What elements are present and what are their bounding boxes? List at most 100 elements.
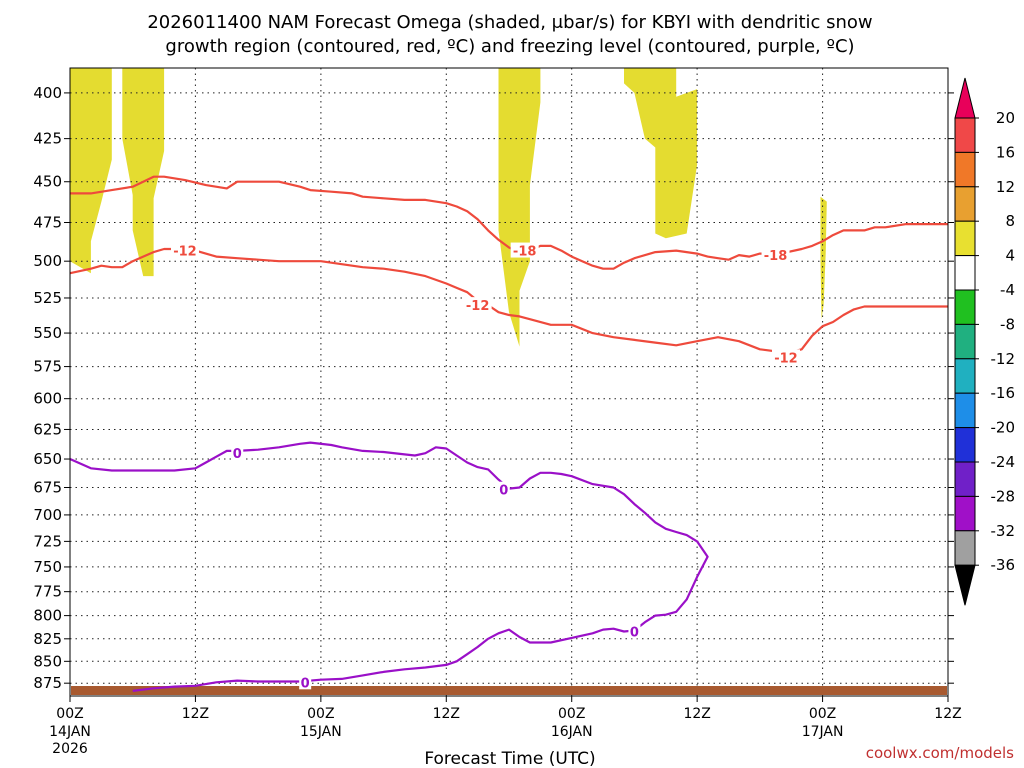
isotherm-0-label-1: 0 bbox=[499, 484, 508, 499]
x-tick-label-48: 00Z bbox=[558, 706, 585, 722]
x-axis-label: Forecast Time (UTC) bbox=[424, 749, 595, 768]
colorbar-top-arrow bbox=[954, 77, 976, 119]
colorbar-label-3: 8 bbox=[1005, 212, 1015, 230]
plot-frame bbox=[69, 67, 949, 697]
isotherm-minus18-label-bg-0 bbox=[510, 242, 539, 258]
colorbar-swatch-7 bbox=[954, 323, 976, 360]
y-tick-label-650: 650 bbox=[33, 450, 62, 468]
x-tick-label-24: 00Z bbox=[307, 706, 334, 722]
colorbar-label-11: -28 bbox=[991, 487, 1016, 505]
terrain-bar bbox=[71, 686, 947, 695]
colorbar-label-12: -32 bbox=[991, 522, 1016, 540]
colorbar-label-9: -20 bbox=[991, 419, 1016, 437]
colorbar-label-10: -24 bbox=[991, 453, 1016, 471]
isotherm-minus12-label-1: -12 bbox=[466, 299, 490, 314]
isotherm-0-label-bg-3 bbox=[299, 674, 312, 690]
terrain-strip bbox=[71, 686, 947, 695]
y-tick-label-625: 625 bbox=[33, 420, 62, 438]
colorbar-swatch-5 bbox=[954, 255, 976, 291]
y-tick-label-775: 775 bbox=[33, 583, 62, 601]
colorbar: 20 16 12 8 4 -4 -8 -12 -16 -20 -24 -28 -32 -36 bbox=[954, 77, 1016, 606]
isotherm-0-label-bg-1 bbox=[497, 481, 510, 497]
omega-region-1 bbox=[70, 68, 112, 274]
colorbar-swatch-13 bbox=[954, 530, 976, 566]
colorbar-swatch-6 bbox=[954, 289, 976, 325]
x-date-label-24: 15JAN bbox=[300, 724, 342, 740]
omega-region-4 bbox=[624, 68, 698, 239]
plot-area bbox=[70, 68, 827, 347]
y-tick-label-750: 750 bbox=[33, 558, 62, 576]
colorbar-label-1: 16 bbox=[996, 143, 1015, 161]
x-year-label-0: 2026 bbox=[52, 741, 88, 757]
chart-title-line-1: 2026011400 NAM Forecast Omega (shaded, μ… bbox=[147, 12, 872, 33]
isotherm-0-label-3: 0 bbox=[301, 676, 310, 691]
y-tick-label-600: 600 bbox=[33, 390, 62, 408]
y-tick-label-700: 700 bbox=[33, 506, 62, 524]
colorbar-label-5: -4 bbox=[1000, 281, 1015, 299]
colorbar-label-6: -8 bbox=[1000, 315, 1015, 333]
x-tick-label-36: 12Z bbox=[433, 706, 460, 722]
colorbar-bottom-arrow bbox=[954, 564, 976, 606]
isotherm-minus12-label-bg-0 bbox=[170, 242, 199, 258]
x-tick-label-60: 12Z bbox=[683, 706, 710, 722]
y-tick-label-475: 475 bbox=[33, 214, 62, 232]
colorbar-swatch-4 bbox=[954, 220, 976, 257]
isotherm-0-label-bg-0 bbox=[231, 445, 244, 461]
x-date-label-48: 16JAN bbox=[551, 724, 593, 740]
y-tick-label-725: 725 bbox=[33, 532, 62, 550]
colorbar-label-13: -36 bbox=[991, 556, 1016, 574]
x-tick-label-84: 12Z bbox=[934, 706, 961, 722]
y-tick-label-850: 850 bbox=[33, 652, 62, 670]
y-tick-label-875: 875 bbox=[33, 674, 62, 692]
omega-region-2 bbox=[122, 68, 165, 277]
isotherm-minus12-label-2: -12 bbox=[774, 351, 798, 366]
colorbar-label-7: -12 bbox=[991, 350, 1016, 368]
credit-text[interactable]: coolwx.com/models bbox=[866, 744, 1014, 762]
y-tick-label-425: 425 bbox=[33, 130, 62, 148]
colorbar-swatch-10 bbox=[954, 427, 976, 463]
isotherm-minus18-label-1: -18 bbox=[764, 249, 788, 264]
y-tick-label-825: 825 bbox=[33, 630, 62, 648]
isotherm-0-label-0: 0 bbox=[233, 447, 242, 462]
y-tick-label-500: 500 bbox=[33, 252, 62, 270]
colorbar-label-2: 12 bbox=[996, 178, 1015, 196]
contours: -18 -18 -12 -12 -12 0 0 0 0 bbox=[69, 175, 948, 692]
colorbar-swatch-1 bbox=[954, 117, 976, 153]
colorbar-swatch-9 bbox=[954, 392, 976, 429]
colorbar-swatch-3 bbox=[954, 186, 976, 222]
x-tick-label-12: 12Z bbox=[182, 706, 209, 722]
colorbar-label-8: -16 bbox=[991, 384, 1016, 402]
colorbar-swatch-12 bbox=[954, 495, 976, 532]
y-axis-ticks: 400 425 450 475 500 525 550 575 600 625 650 675 700 7… bbox=[33, 84, 954, 692]
y-tick-label-400: 400 bbox=[33, 84, 62, 102]
isotherm-minus12-label-bg-2 bbox=[771, 349, 800, 365]
grid-lines bbox=[70, 68, 948, 696]
x-tick-label-72: 00Z bbox=[809, 706, 836, 722]
isotherm-0-line bbox=[69, 441, 709, 692]
colorbar-swatch-11 bbox=[954, 461, 976, 497]
y-tick-label-550: 550 bbox=[33, 324, 62, 342]
omega-region-3 bbox=[498, 68, 541, 347]
isotherm-minus18-label-bg-1 bbox=[761, 247, 790, 263]
omega-region-5 bbox=[820, 196, 827, 320]
isotherm-minus12-label-0: -12 bbox=[173, 245, 197, 260]
isotherm-minus18-label-0: -18 bbox=[513, 245, 537, 260]
colorbar-swatch-2 bbox=[954, 151, 976, 188]
colorbar-label-0: 20 bbox=[996, 109, 1015, 127]
isotherm-0-label-bg-2 bbox=[628, 623, 641, 639]
isotherm-0-label-2: 0 bbox=[630, 625, 639, 640]
y-tick-label-800: 800 bbox=[33, 607, 62, 625]
x-tick-label-0: 00Z bbox=[56, 706, 83, 722]
y-tick-label-525: 525 bbox=[33, 289, 62, 307]
isotherm-minus12-label-bg-1 bbox=[463, 297, 492, 313]
isotherm-minus18-line bbox=[70, 175, 948, 270]
y-tick-label-450: 450 bbox=[33, 173, 62, 191]
chart-title-line-2: growth region (contoured, red, ºC) and f… bbox=[165, 36, 854, 57]
colorbar-label-4: 4 bbox=[1005, 247, 1015, 265]
x-date-label-72: 17JAN bbox=[802, 724, 844, 740]
y-tick-label-675: 675 bbox=[33, 478, 62, 496]
y-tick-label-575: 575 bbox=[33, 358, 62, 376]
colorbar-swatch-8 bbox=[954, 358, 976, 394]
